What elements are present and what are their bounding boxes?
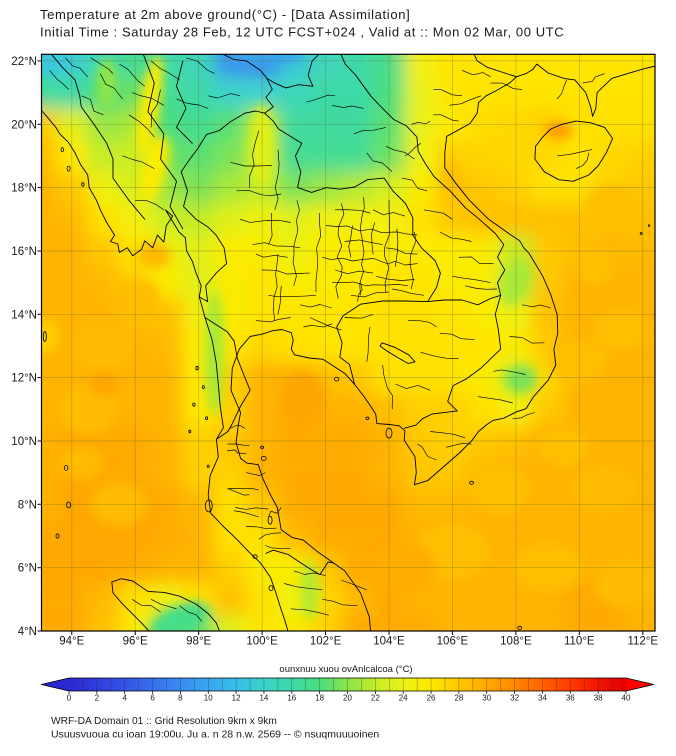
svg-text:26: 26: [427, 694, 436, 703]
svg-text:10: 10: [204, 694, 213, 703]
svg-text:10°N: 10°N: [11, 436, 37, 448]
svg-text:8: 8: [178, 694, 183, 703]
svg-text:12: 12: [232, 694, 241, 703]
svg-text:4: 4: [122, 694, 127, 703]
svg-text:38: 38: [594, 694, 603, 703]
svg-text:Usuusvuoua cu ioan 19:00u. Ju: Usuusvuoua cu ioan 19:00u. Ju a. n 28 n.…: [51, 729, 379, 741]
svg-text:32: 32: [510, 694, 519, 703]
svg-text:96°E: 96°E: [123, 635, 148, 647]
svg-text:100°E: 100°E: [246, 635, 278, 647]
svg-text:34: 34: [538, 694, 547, 703]
svg-text:14: 14: [259, 694, 268, 703]
svg-text:102°E: 102°E: [310, 635, 342, 647]
svg-text:6: 6: [150, 694, 155, 703]
svg-text:24: 24: [399, 694, 408, 703]
svg-text:104°E: 104°E: [373, 635, 405, 647]
svg-text:WRF-DA Domain 01 :: Grid Resol: WRF-DA Domain 01 :: Grid Resolution 9km …: [51, 716, 277, 727]
svg-text:16°N: 16°N: [11, 246, 37, 258]
svg-text:28: 28: [454, 694, 463, 703]
svg-text:112°E: 112°E: [627, 635, 658, 647]
svg-text:36: 36: [566, 694, 575, 703]
svg-text:ounxnuu xuou ovAnlcalcoa (°C): ounxnuu xuou ovAnlcalcoa (°C): [279, 664, 412, 675]
svg-text:18°N: 18°N: [11, 183, 37, 195]
svg-text:94°E: 94°E: [59, 635, 84, 647]
svg-text:14°N: 14°N: [11, 309, 37, 321]
svg-text:18: 18: [315, 694, 324, 703]
svg-text:20: 20: [343, 694, 352, 703]
svg-text:108°E: 108°E: [500, 635, 532, 647]
svg-text:8°N: 8°N: [18, 499, 37, 511]
svg-text:2: 2: [95, 694, 100, 703]
svg-text:20°N: 20°N: [11, 119, 37, 131]
svg-text:Temperature at 2m above ground: Temperature at 2m above ground(°C) - [Da…: [40, 7, 410, 22]
svg-text:40: 40: [622, 694, 631, 703]
svg-text:4°N: 4°N: [18, 626, 37, 638]
svg-text:110°E: 110°E: [564, 635, 595, 647]
svg-text:22°N: 22°N: [11, 56, 37, 68]
svg-text:16: 16: [287, 694, 296, 703]
svg-text:106°E: 106°E: [437, 635, 469, 647]
svg-text:12°N: 12°N: [11, 373, 37, 385]
svg-text:Initial Time : Saturday 28 Feb: Initial Time : Saturday 28 Feb, 12 UTC F…: [40, 25, 564, 40]
svg-text:6°N: 6°N: [18, 563, 37, 575]
svg-text:22: 22: [371, 694, 380, 703]
svg-text:0: 0: [67, 694, 72, 703]
svg-text:98°E: 98°E: [186, 635, 211, 647]
svg-text:30: 30: [482, 694, 491, 703]
